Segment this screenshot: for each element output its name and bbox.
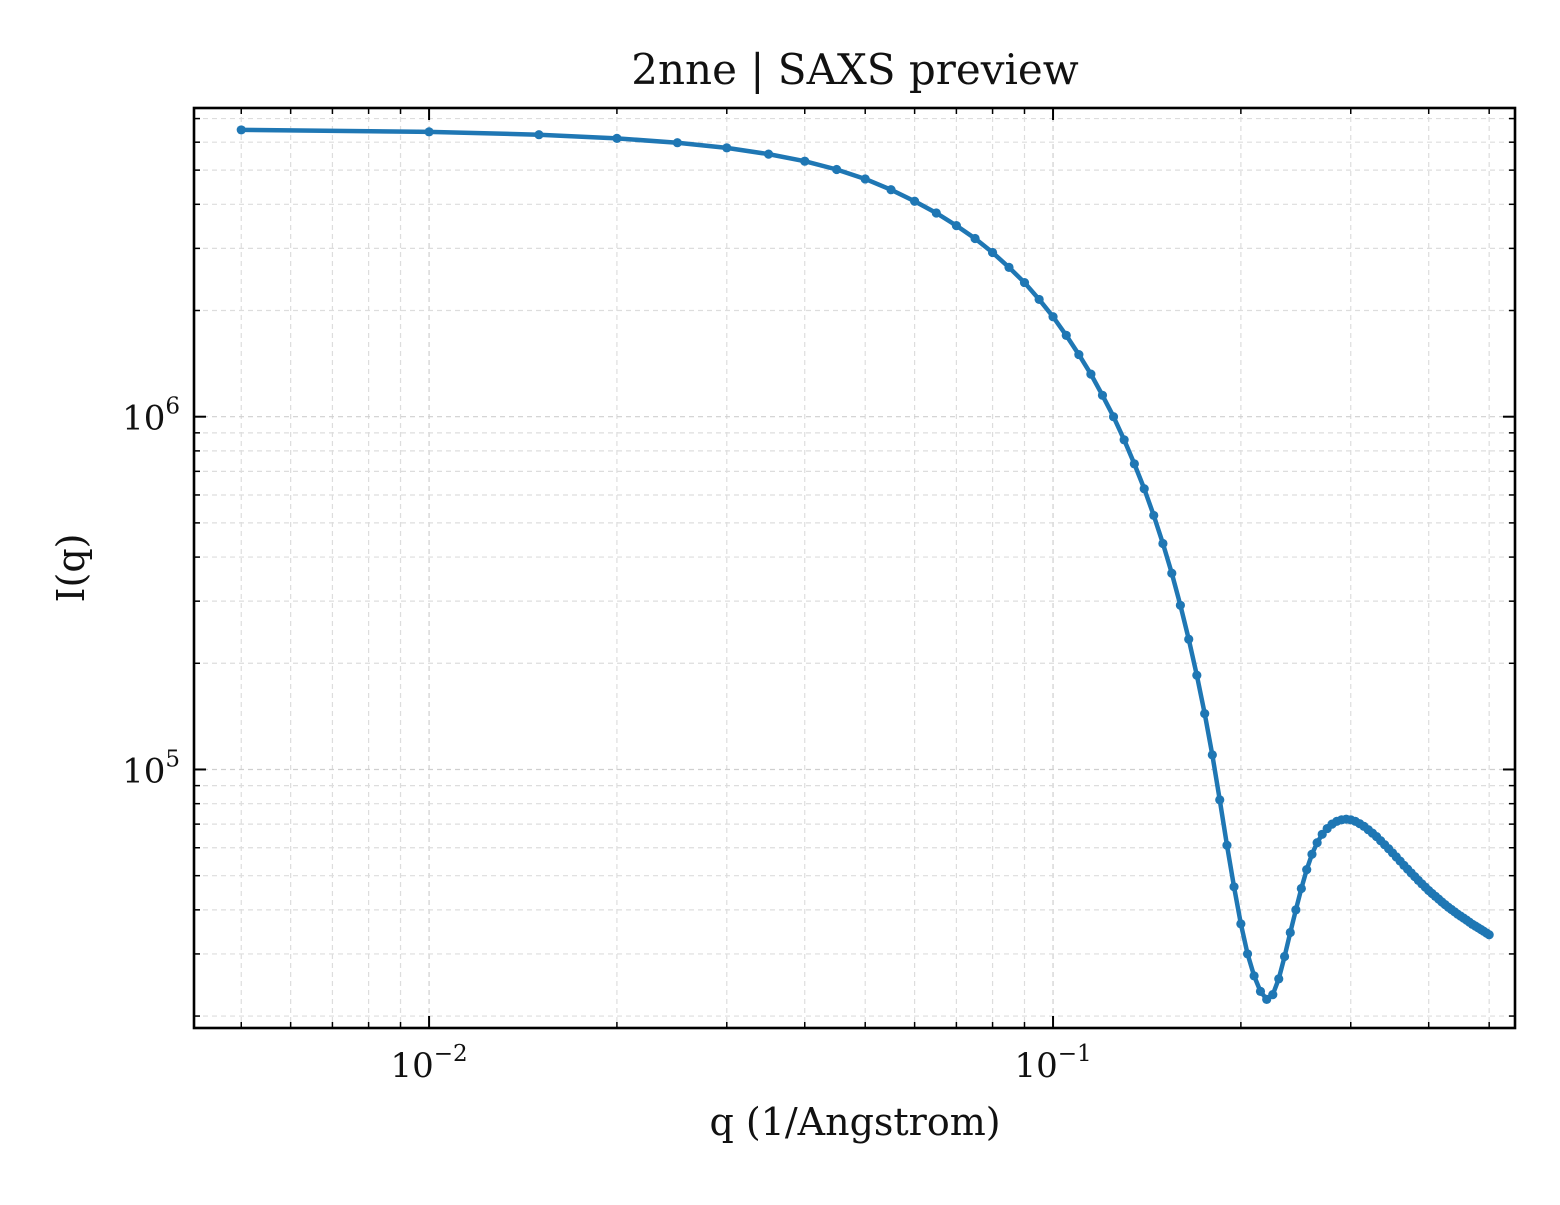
data-point [1192, 670, 1202, 680]
data-point [832, 164, 842, 175]
y-tick-label: 105 [122, 746, 180, 791]
y-tick-base: 10 [122, 751, 165, 791]
x-tick-base: 10 [1014, 1046, 1057, 1086]
data-point [722, 143, 732, 153]
data-point [886, 185, 896, 195]
data-point [1229, 882, 1239, 892]
data-point [860, 174, 870, 184]
ticks [194, 108, 1515, 1028]
data-point [424, 127, 434, 137]
data-point [1312, 838, 1322, 848]
series-layer [236, 125, 1494, 1004]
y-tick-base: 10 [122, 399, 165, 439]
data-point [931, 208, 941, 218]
x-axis-label: q (1/Angstrom) [709, 1100, 1000, 1144]
data-point [800, 156, 810, 166]
x-tick-base: 10 [390, 1046, 433, 1086]
data-point [1207, 750, 1217, 760]
data-point [1222, 840, 1232, 850]
x-tick-label: 10−2 [390, 1041, 467, 1086]
data-point [1249, 971, 1259, 981]
data-point [612, 133, 622, 143]
x-tick-label: 10−1 [1014, 1041, 1091, 1086]
data-point [1034, 294, 1044, 305]
data-point [910, 196, 920, 206]
y-tick-exponent: 5 [165, 746, 180, 772]
y-tick-exponent: 6 [165, 394, 180, 420]
data-point [987, 247, 998, 258]
data-point [1242, 949, 1253, 959]
data-point [1268, 990, 1278, 1000]
data-point [1129, 459, 1139, 469]
data-point [1149, 510, 1159, 521]
grid [194, 108, 1515, 1028]
data-point [1255, 986, 1266, 996]
x-tick-exponent: −2 [434, 1041, 468, 1067]
data-point [1302, 865, 1312, 875]
x-tick-exponent: −1 [1058, 1041, 1092, 1067]
data-point [1184, 634, 1194, 644]
data-point [970, 233, 980, 244]
y-tick-label: 106 [122, 394, 180, 439]
data-point [1019, 277, 1030, 288]
data-point [1074, 349, 1084, 360]
data-point [1484, 930, 1494, 940]
data-point [672, 138, 682, 148]
data-point [534, 130, 544, 140]
data-point [1061, 330, 1071, 340]
chart-title: 2nne | SAXS preview [631, 45, 1078, 94]
data-point [1097, 390, 1108, 400]
data-point [1236, 919, 1246, 929]
data-point [1296, 883, 1306, 894]
data-point [1108, 412, 1119, 422]
data-point [1175, 600, 1185, 610]
data-point [1004, 262, 1014, 272]
data-point [1307, 849, 1317, 859]
data-point [1285, 927, 1295, 938]
data-point [1200, 709, 1210, 719]
y-axis-label: I(q) [49, 534, 93, 603]
data-point [1215, 795, 1225, 805]
data-point [1119, 435, 1129, 445]
data-point [951, 221, 961, 231]
data-point [1291, 905, 1301, 915]
plot-frame [192, 106, 1517, 1030]
data-point [1158, 538, 1168, 549]
data-point [763, 149, 774, 159]
data-point [1167, 568, 1177, 578]
data-point [1139, 484, 1149, 494]
data-point [236, 125, 246, 135]
data-point [1048, 312, 1058, 322]
data-point [1274, 974, 1284, 984]
data-point [1279, 951, 1290, 962]
data-point [1086, 369, 1096, 379]
